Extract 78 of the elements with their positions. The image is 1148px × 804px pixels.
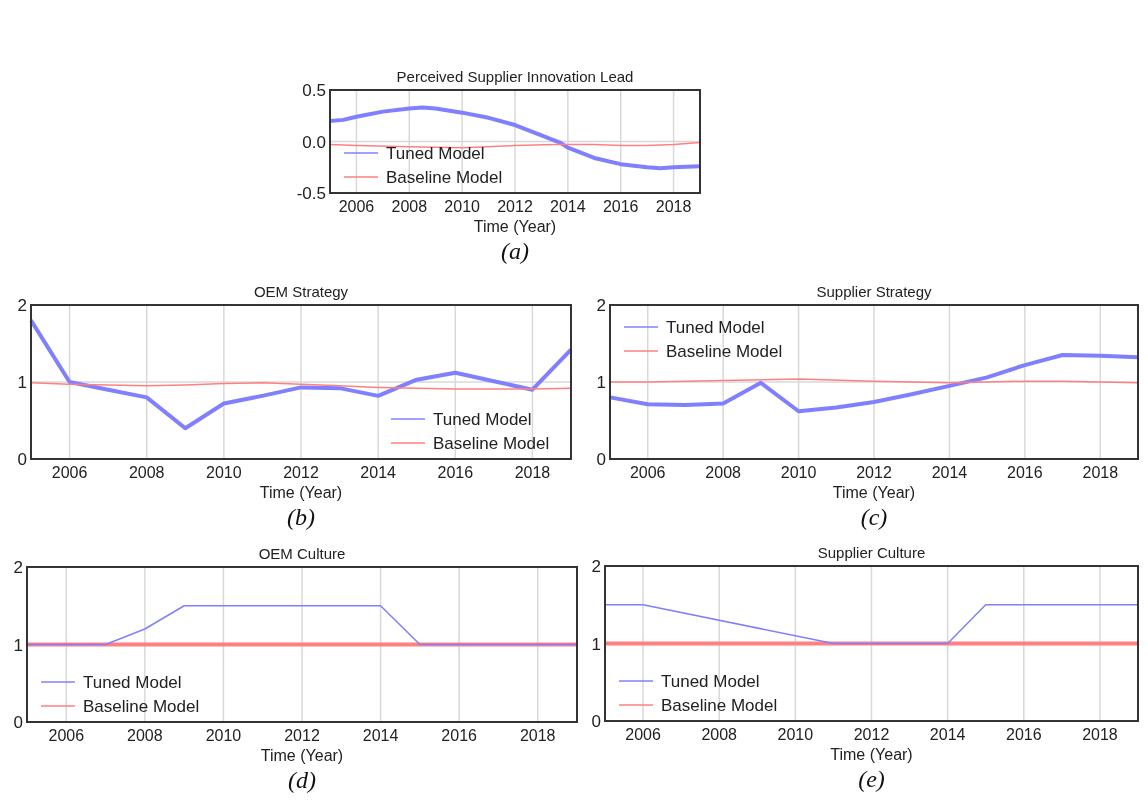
x-axis-title: Time (Year) bbox=[260, 747, 344, 764]
x-tick-label: 2010 bbox=[444, 198, 481, 215]
x-tick-label: 2010 bbox=[780, 464, 817, 481]
x-tick-label: 2018 bbox=[1082, 464, 1119, 481]
y-tick-label: 0 bbox=[17, 450, 27, 469]
x-tick-label: 2012 bbox=[853, 726, 890, 743]
text: (c) bbox=[860, 504, 888, 530]
x-tick-label: 2006 bbox=[629, 464, 666, 481]
line-series bbox=[30, 382, 572, 390]
legend-label: Tuned Model bbox=[83, 673, 182, 692]
x-tick-label: 2018 bbox=[519, 727, 556, 744]
x-tick-label: 2014 bbox=[550, 198, 586, 215]
line-series bbox=[29, 318, 573, 431]
x-tick-label: 2014 bbox=[931, 464, 968, 481]
chart-title: Perceived Supplier Innovation Lead bbox=[396, 68, 634, 85]
chart-title: OEM Strategy bbox=[253, 283, 349, 300]
y-tick-label: 1 bbox=[591, 634, 601, 654]
legend-label: Baseline Model bbox=[386, 168, 503, 187]
x-tick-label: 2016 bbox=[437, 464, 474, 481]
y-tick-label: 0.5 bbox=[302, 81, 326, 100]
y-tick-label: 0 bbox=[591, 712, 601, 731]
y-tick-label: 2 bbox=[17, 296, 27, 315]
y-tick-label: 2 bbox=[591, 557, 601, 576]
x-tick-label: 2012 bbox=[497, 198, 533, 215]
x-tick-label: 2016 bbox=[1005, 726, 1042, 743]
y-tick-label: 0 bbox=[13, 713, 23, 732]
x-tick-label: 2008 bbox=[128, 464, 165, 481]
x-tick-label: 2018 bbox=[1082, 726, 1118, 743]
x-tick-label: 2014 bbox=[362, 727, 399, 744]
text: (e) bbox=[858, 766, 885, 792]
x-tick-label: 2018 bbox=[514, 464, 551, 481]
y-tick-label: -0.5 bbox=[296, 184, 326, 203]
y-tick-label: 2 bbox=[596, 296, 606, 315]
x-tick-label: 2010 bbox=[205, 727, 242, 744]
x-axis-title: Time (Year) bbox=[259, 484, 343, 501]
x-axis-title: Time (Year) bbox=[473, 218, 557, 235]
text: (d) bbox=[288, 767, 316, 793]
legend-label: Tuned Model bbox=[661, 672, 760, 691]
y-tick-label: 1 bbox=[17, 373, 27, 392]
legend-label: Baseline Model bbox=[661, 696, 778, 715]
x-tick-label: 2012 bbox=[856, 464, 892, 481]
legend-label: Tuned Model bbox=[386, 144, 485, 163]
x-tick-label: 2014 bbox=[929, 726, 966, 743]
y-tick-label: 0.0 bbox=[302, 132, 326, 152]
x-tick-label: 2008 bbox=[705, 464, 742, 481]
y-tick-label: 2 bbox=[13, 558, 23, 577]
y-tick-label: 1 bbox=[13, 635, 23, 655]
legend-label: Tuned Model bbox=[666, 318, 765, 337]
x-tick-label: 2006 bbox=[51, 464, 88, 481]
x-tick-label: 2008 bbox=[127, 727, 163, 744]
legend-label: Baseline Model bbox=[666, 342, 783, 361]
x-tick-label: 2018 bbox=[655, 198, 692, 215]
x-tick-label: 2010 bbox=[206, 464, 242, 481]
x-tick-label: 2016 bbox=[1007, 464, 1043, 481]
x-tick-label: 2016 bbox=[602, 198, 639, 215]
x-tick-label: 2016 bbox=[441, 727, 478, 744]
chart-title: OEM Culture bbox=[258, 545, 346, 562]
x-axis-title: Time (Year) bbox=[830, 746, 913, 763]
x-tick-label: 2012 bbox=[283, 464, 319, 481]
y-tick-label: 0 bbox=[596, 450, 606, 469]
y-tick-label: 1 bbox=[596, 373, 606, 392]
chart-title: Supplier Strategy bbox=[816, 283, 933, 300]
chart-title: Supplier Culture bbox=[817, 544, 926, 561]
x-tick-label: 2008 bbox=[391, 198, 428, 215]
x-tick-label: 2006 bbox=[48, 727, 85, 744]
x-tick-label: 2012 bbox=[284, 727, 320, 744]
x-tick-label: 2008 bbox=[701, 726, 738, 743]
line-series bbox=[328, 105, 702, 171]
x-tick-label: 2014 bbox=[360, 464, 397, 481]
legend-label: Baseline Model bbox=[433, 434, 550, 453]
x-tick-label: 2006 bbox=[338, 198, 375, 215]
text: (a) bbox=[501, 238, 529, 264]
legend-label: Baseline Model bbox=[83, 697, 200, 716]
x-tick-label: 2010 bbox=[777, 726, 814, 743]
text: (b) bbox=[287, 504, 315, 530]
x-tick-label: 2006 bbox=[625, 726, 661, 743]
legend-label: Tuned Model bbox=[433, 410, 532, 429]
x-axis-title: Time (Year) bbox=[832, 484, 916, 501]
